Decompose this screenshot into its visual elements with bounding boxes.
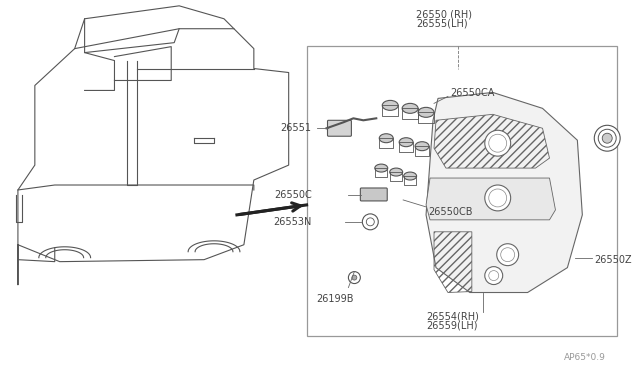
Ellipse shape — [399, 138, 413, 147]
Circle shape — [484, 185, 511, 211]
Circle shape — [362, 214, 378, 230]
Ellipse shape — [375, 164, 388, 172]
Circle shape — [352, 275, 357, 280]
Text: 26550 (RH): 26550 (RH) — [416, 10, 472, 20]
Text: 26550Z: 26550Z — [595, 255, 632, 264]
Ellipse shape — [415, 142, 429, 151]
FancyBboxPatch shape — [360, 188, 387, 201]
Text: 26554(RH): 26554(RH) — [426, 311, 479, 321]
FancyBboxPatch shape — [328, 120, 351, 136]
Ellipse shape — [390, 168, 403, 176]
Circle shape — [595, 125, 620, 151]
Text: 26199B: 26199B — [317, 295, 354, 304]
Text: 26559(LH): 26559(LH) — [426, 320, 477, 330]
Text: AP65*0.9: AP65*0.9 — [563, 353, 605, 362]
Circle shape — [348, 272, 360, 283]
Circle shape — [484, 267, 502, 285]
Bar — [307, 46, 617, 336]
Text: 26553N: 26553N — [273, 217, 312, 227]
Ellipse shape — [380, 134, 393, 143]
Text: 26550CA: 26550CA — [450, 89, 494, 99]
Text: 26555(LH): 26555(LH) — [416, 19, 468, 29]
Text: 26550C: 26550C — [274, 190, 312, 200]
Circle shape — [497, 244, 518, 266]
Text: 26551: 26551 — [280, 123, 312, 133]
Ellipse shape — [418, 108, 434, 117]
Ellipse shape — [404, 172, 417, 180]
Ellipse shape — [382, 100, 398, 110]
Circle shape — [484, 130, 511, 156]
Ellipse shape — [402, 103, 418, 113]
Polygon shape — [426, 178, 556, 220]
Polygon shape — [426, 92, 582, 292]
Text: 26550CB: 26550CB — [428, 207, 472, 217]
Circle shape — [602, 133, 612, 143]
